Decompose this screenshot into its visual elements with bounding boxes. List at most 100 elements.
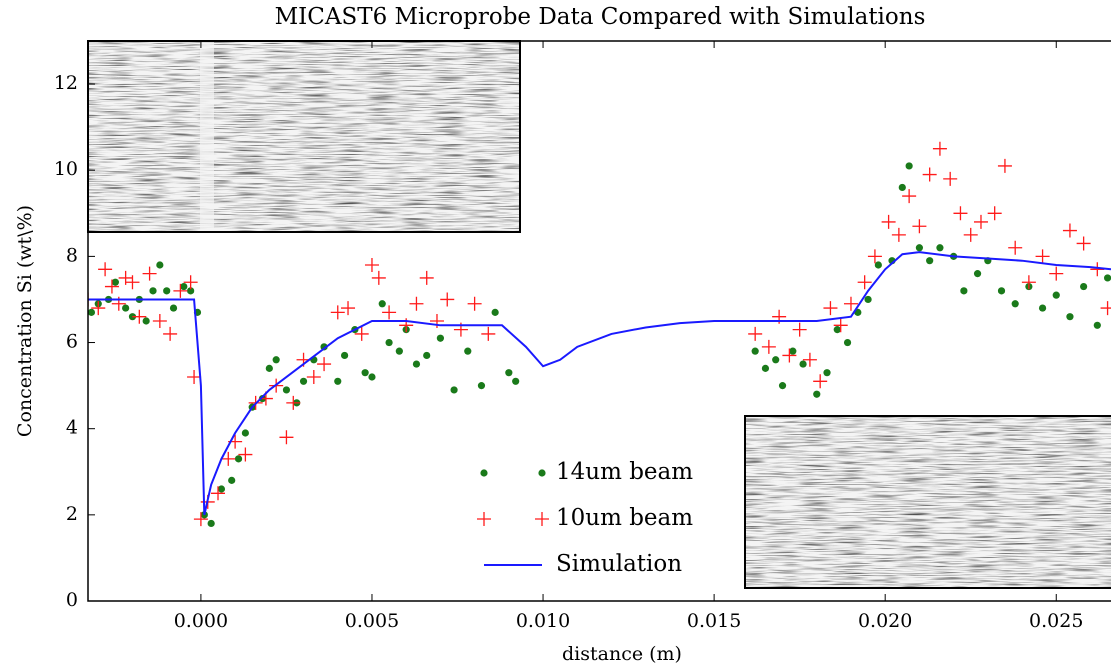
point [802,352,817,367]
point [341,301,356,316]
inset-frame [744,415,1111,589]
inset-top-left [87,40,521,233]
point [1076,236,1091,251]
point [833,326,841,334]
point [156,261,164,269]
chart-title: MICAST6 Microprobe Data Compared with Si… [275,4,926,30]
point [477,382,486,390]
point [778,382,787,390]
point [761,364,770,372]
point [973,214,988,229]
point [789,347,797,355]
point [843,338,852,347]
point [857,275,872,290]
point [104,279,119,294]
point [891,227,906,242]
legend-label: 14um beam [556,459,693,485]
point [932,141,947,156]
point [272,356,280,364]
legend-swatch [535,512,549,526]
point [915,244,924,252]
point [371,270,386,285]
point [88,308,96,316]
x-tick-label: 0.025 [1029,610,1083,632]
point [149,287,157,295]
point [409,296,424,311]
point [1103,274,1111,282]
point [512,377,520,385]
point [317,357,332,372]
point [799,360,807,368]
inset-bottom-right [744,415,1111,589]
y-tick-label: 12 [54,72,78,94]
point [1066,313,1074,321]
point [334,377,342,385]
point [953,206,968,221]
y-axis-label: Concentration Si (wt\%) [14,205,36,437]
point [132,309,147,324]
point [385,338,393,347]
point [450,386,458,394]
point [122,304,130,312]
legend-label: Simulation [556,551,682,577]
point [412,360,421,368]
axes: 0.000 0.005 0.010 0.015 0.020 0.025 0 2 4 6 8 10 12 [54,41,1083,632]
point [395,347,403,355]
y-tick-label: 2 [66,503,78,525]
x-tick-label: 0.005 [345,610,399,632]
point [813,390,821,398]
point [1035,249,1050,264]
point [823,301,838,316]
point [905,162,913,170]
point [1049,266,1064,281]
point [922,167,937,182]
point [936,244,944,252]
line [88,251,1111,516]
legend-swatch [480,469,488,477]
point [823,369,831,377]
point [987,206,1002,221]
point [1093,321,1101,329]
point [748,326,763,341]
point [125,275,140,290]
point [1052,291,1060,299]
point [997,158,1012,173]
point [152,314,167,328]
point [241,429,249,437]
x-tick-label: 0.020 [858,610,912,632]
legend-swatch [477,512,491,526]
point [963,227,978,242]
point [282,386,291,394]
point [91,301,106,316]
point [491,308,499,316]
x-tick-label: 0.010 [516,610,570,632]
point [943,171,958,186]
point [173,283,188,298]
point [238,447,253,462]
point [306,370,321,384]
point [912,219,927,234]
point [464,347,472,355]
point [973,270,982,278]
point [111,278,119,286]
y-tick-label: 8 [66,244,78,266]
point [142,266,157,281]
point [180,282,188,291]
x-tick-label: 0.000 [174,610,228,632]
point [419,270,434,285]
point [813,374,828,389]
point [286,395,301,410]
point [341,351,349,360]
point [1021,275,1036,290]
point [1008,240,1023,255]
point [792,322,807,337]
point [1038,304,1047,312]
point [211,486,226,501]
point [864,295,872,304]
micrograph-texture [88,41,520,232]
point [378,300,386,308]
point [960,287,968,295]
y-tick-label: 4 [66,417,78,439]
point [330,305,345,320]
point [505,369,513,377]
